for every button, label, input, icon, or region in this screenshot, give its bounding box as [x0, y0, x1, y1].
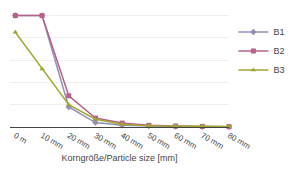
- svg-text:B2: B2: [273, 46, 284, 56]
- svg-text:10 mm: 10 mm: [39, 131, 65, 151]
- svg-text:20 mm: 20 mm: [66, 131, 92, 151]
- svg-text:60 mm: 60 mm: [173, 131, 199, 151]
- svg-text:80 mm: 80 mm: [226, 131, 252, 151]
- svg-text:30 mm: 30 mm: [92, 131, 118, 151]
- svg-text:0 m: 0 m: [12, 131, 28, 146]
- svg-text:40 mm: 40 mm: [119, 131, 145, 151]
- svg-text:70 mm: 70 mm: [199, 131, 225, 151]
- svg-text:B3: B3: [273, 65, 284, 75]
- svg-text:B1: B1: [273, 27, 284, 37]
- svg-text:Korngröße/Particle size [mm]: Korngröße/Particle size [mm]: [61, 153, 177, 163]
- svg-text:50 mm: 50 mm: [146, 131, 172, 151]
